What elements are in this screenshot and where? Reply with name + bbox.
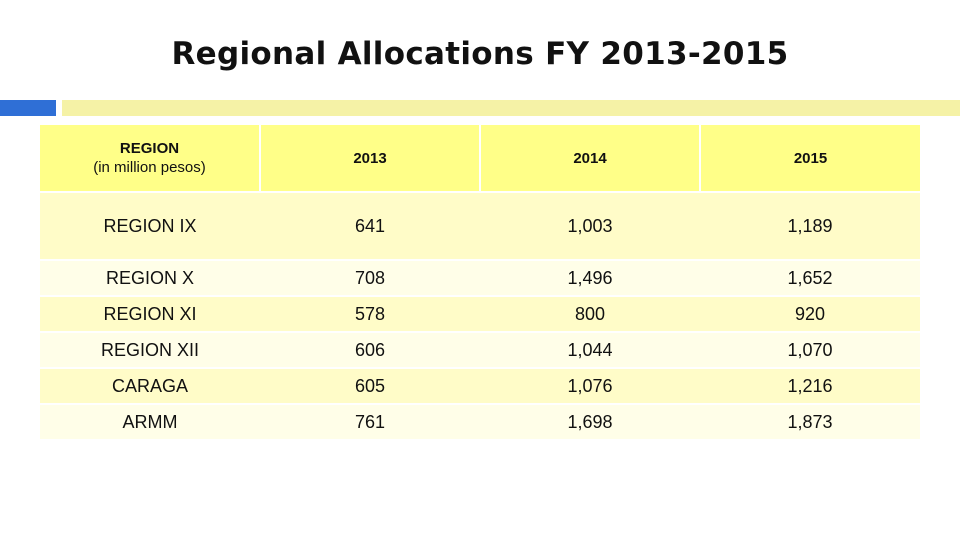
cell-region: REGION X [40, 259, 260, 296]
cell-2015: 1,070 [700, 331, 920, 368]
table-row: CARAGA 605 1,076 1,216 [40, 367, 920, 404]
cell-2014: 800 [480, 295, 700, 332]
cell-2014: 1,698 [480, 403, 700, 439]
cell-2014: 1,044 [480, 331, 700, 368]
accent-blue-block [0, 100, 56, 116]
cell-2013: 606 [260, 331, 480, 368]
table-row: REGION IX 641 1,003 1,189 [40, 191, 920, 260]
cell-2013: 578 [260, 295, 480, 332]
cell-2014: 1,496 [480, 259, 700, 296]
header-2013: 2013 [260, 125, 481, 192]
header-region-label: REGION [119, 140, 180, 157]
cell-2015: 1,189 [700, 191, 920, 260]
cell-region: REGION XII [40, 331, 260, 368]
cell-2013: 761 [260, 403, 480, 439]
table-row: REGION XII 606 1,044 1,070 [40, 331, 920, 368]
cell-2015: 920 [700, 295, 920, 332]
cell-region: CARAGA [40, 367, 260, 404]
accent-yellow-bar [62, 100, 960, 116]
table-row: REGION X 708 1,496 1,652 [40, 259, 920, 296]
cell-2015: 1,873 [700, 403, 920, 439]
cell-2013: 641 [260, 191, 480, 260]
table-row: REGION XI 578 800 920 [40, 295, 920, 332]
allocation-table: REGION (in million pesos) 2013 2014 2015… [40, 125, 920, 439]
cell-2013: 708 [260, 259, 480, 296]
cell-region: REGION XI [40, 295, 260, 332]
cell-2013: 605 [260, 367, 480, 404]
slide-title: Regional Allocations FY 2013-2015 [171, 36, 789, 72]
table-row: ARMM 761 1,698 1,873 [40, 403, 920, 439]
cell-2014: 1,003 [480, 191, 700, 260]
cell-2015: 1,652 [700, 259, 920, 296]
header-2014: 2014 [480, 125, 701, 192]
header-2015: 2015 [700, 125, 920, 192]
header-region-unit: (in million pesos) [93, 159, 206, 176]
cell-region: REGION IX [40, 191, 260, 260]
header-region: REGION (in million pesos) [40, 125, 261, 192]
cell-2015: 1,216 [700, 367, 920, 404]
table-header-row: REGION (in million pesos) 2013 2014 2015 [40, 125, 920, 192]
cell-2014: 1,076 [480, 367, 700, 404]
cell-region: ARMM [40, 403, 260, 439]
